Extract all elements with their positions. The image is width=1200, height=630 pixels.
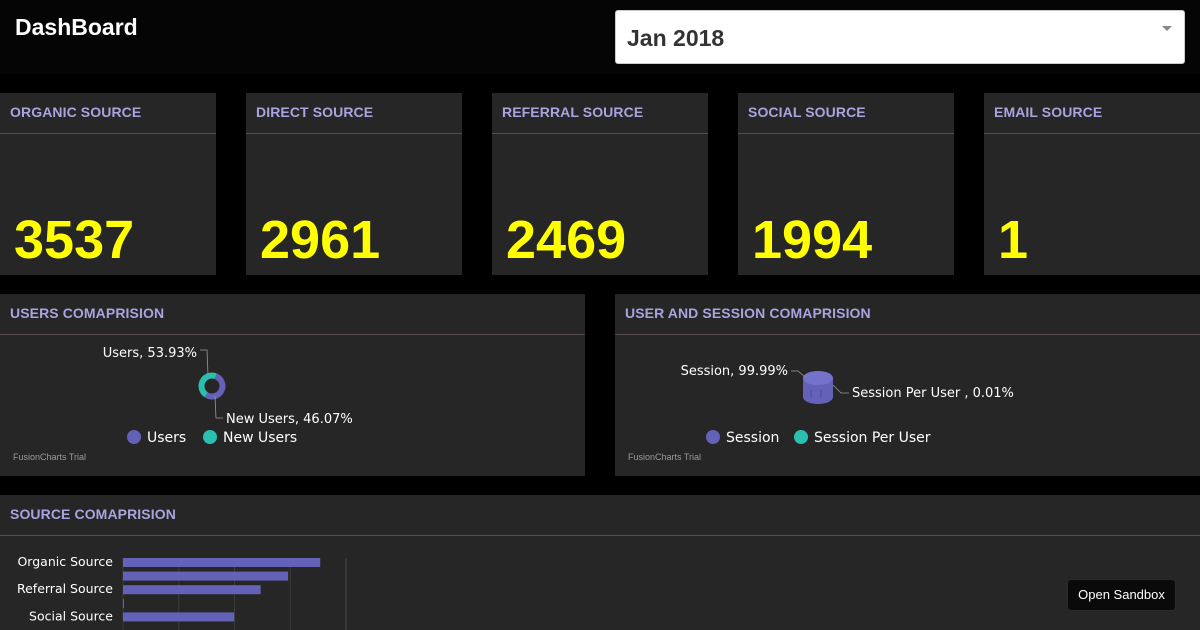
kpi-title: ORGANIC SOURCE (10, 104, 142, 120)
kpi-value: 3537 (14, 210, 135, 270)
label-connector (214, 395, 223, 419)
divider (984, 133, 1200, 134)
card-title: SOURCE COMAPRISION (10, 506, 176, 522)
source-bar-chart: Organic Source Referral Source Social Sour… (17, 554, 347, 630)
pie-side (803, 378, 833, 404)
legend-marker[interactable] (203, 430, 217, 444)
trial-watermark: FusionCharts Trial (628, 452, 701, 462)
y-tick-label: Organic Source (17, 554, 113, 569)
y-tick-label: Social Source (29, 608, 113, 623)
divider (738, 133, 954, 134)
kpi-value: 2469 (506, 210, 627, 270)
slice-label: New Users, 46.07% (226, 412, 353, 427)
doughnut-slice-users[interactable] (204, 373, 226, 400)
legend-marker[interactable] (127, 430, 141, 444)
kpi-title: REFERRAL SOURCE (502, 104, 644, 120)
legend-marker[interactable] (706, 430, 720, 444)
divider (492, 133, 708, 134)
kpi-value: 2961 (260, 210, 381, 270)
legend-item-new-users[interactable]: New Users (223, 430, 297, 446)
kpi-card-referral: REFERRAL SOURCE 2469 (492, 93, 708, 275)
doughnut-slice-new-users[interactable] (198, 372, 217, 398)
kpi-value: 1 (998, 210, 1029, 270)
divider (615, 334, 1200, 335)
label-connector (791, 370, 806, 378)
slice-label: Session, 99.99% (681, 364, 788, 379)
users-doughnut-chart: Users, 53.93% New Users, 46.07% Users Ne… (13, 346, 353, 462)
kpi-value: 1994 (752, 210, 873, 270)
users-comparison-card: USERS COMAPRISION Users, 53.93% New User… (0, 294, 585, 476)
label-connector (832, 384, 849, 394)
divider (0, 133, 216, 134)
top-bar: DashBoard Jan 2018 (0, 0, 1200, 74)
divider (0, 535, 1200, 536)
kpi-card-direct: DIRECT SOURCE 2961 (246, 93, 462, 275)
legend-marker[interactable] (794, 430, 808, 444)
card-title: USERS COMAPRISION (10, 305, 165, 321)
session-pie-chart: Session, 99.99% Session Per User , 0.01%… (628, 364, 1014, 462)
kpi-card-social: SOCIAL SOURCE 1994 (738, 93, 954, 275)
bar-direct-source[interactable] (123, 571, 289, 581)
divider (246, 133, 462, 134)
session-comparison-card: USER AND SESSION COMAPRISION Session, 99… (615, 294, 1200, 476)
legend-item-session[interactable]: Session (726, 430, 779, 446)
kpi-title: DIRECT SOURCE (256, 104, 374, 120)
bar-social-source[interactable] (123, 612, 235, 622)
open-sandbox-button[interactable]: Open Sandbox (1067, 579, 1176, 611)
source-comparison-card: SOURCE COMAPRISION Organic Source Referra… (0, 495, 1200, 630)
legend-item-session-per-user[interactable]: Session Per User (814, 430, 931, 446)
slice-label: Users, 53.93% (103, 346, 197, 361)
kpi-title: SOCIAL SOURCE (748, 104, 866, 120)
app-title: DashBoard (15, 14, 138, 40)
kpi-title: EMAIL SOURCE (994, 104, 1103, 120)
slice-label: Session Per User , 0.01% (852, 386, 1014, 401)
label-connector (200, 349, 209, 376)
divider (0, 334, 585, 335)
bar-referral-source[interactable] (123, 585, 261, 595)
pie-slice-session[interactable] (803, 371, 833, 385)
legend-item-users[interactable]: Users (147, 430, 186, 446)
trial-watermark: FusionCharts Trial (13, 452, 86, 462)
card-title: USER AND SESSION COMAPRISION (625, 305, 871, 321)
kpi-card-email: EMAIL SOURCE 1 (984, 93, 1200, 275)
y-tick-label: Referral Source (17, 581, 113, 596)
month-select-value: Jan 2018 (627, 25, 725, 51)
kpi-card-organic: ORGANIC SOURCE 3537 (0, 93, 216, 275)
bar-email-source[interactable] (123, 598, 124, 608)
chevron-down-icon (1162, 26, 1172, 31)
month-select[interactable]: Jan 2018 (615, 10, 1185, 64)
pie-3d[interactable] (803, 371, 833, 404)
bar-organic-source[interactable] (123, 558, 321, 567)
